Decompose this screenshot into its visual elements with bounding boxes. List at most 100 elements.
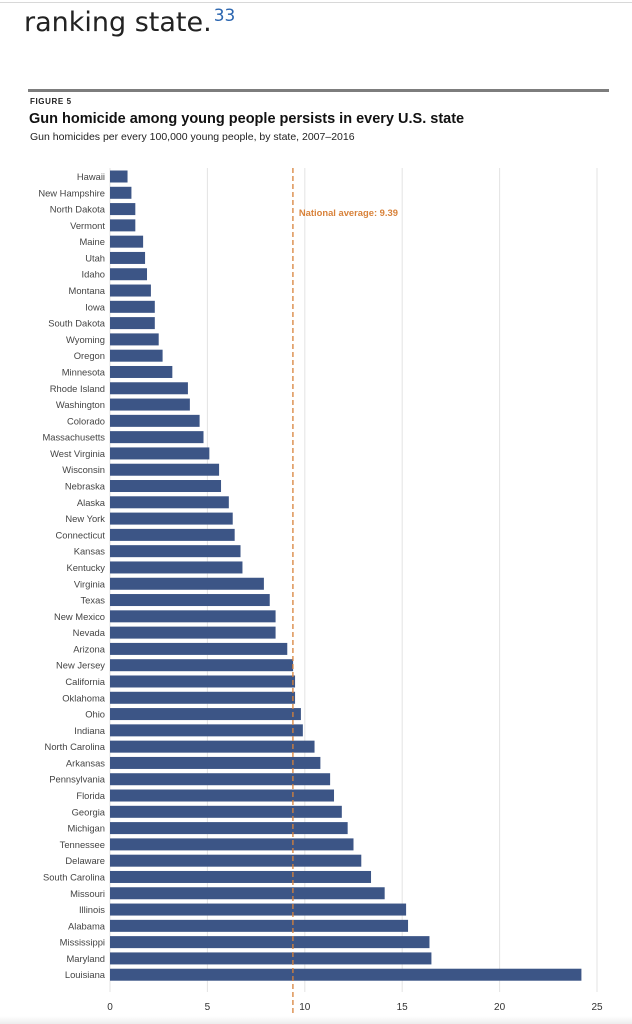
bar xyxy=(110,724,303,737)
category-label: Arkansas xyxy=(66,757,105,768)
bar xyxy=(110,186,132,199)
figure-label: FIGURE 5 xyxy=(30,97,72,106)
category-label: Connecticut xyxy=(55,529,105,540)
bar xyxy=(110,577,264,590)
category-label: Colorado xyxy=(67,415,105,426)
category-label: Arizona xyxy=(73,643,106,654)
bar xyxy=(110,333,159,346)
category-label: Alaska xyxy=(77,497,106,508)
national-average-label: National average: 9.39 xyxy=(299,207,398,218)
intro-sentence: ranking state. xyxy=(24,7,212,38)
bar xyxy=(110,431,204,444)
category-label: Illinois xyxy=(79,904,105,915)
category-label: Tennessee xyxy=(60,839,105,850)
bar xyxy=(110,903,407,916)
bar xyxy=(110,968,582,981)
category-label: New York xyxy=(65,513,105,524)
category-label: Missouri xyxy=(70,888,105,899)
category-label: Wisconsin xyxy=(62,464,105,475)
bar xyxy=(110,382,188,395)
bar xyxy=(110,365,173,378)
x-tick-label: 15 xyxy=(397,1002,409,1013)
category-label: Nevada xyxy=(73,627,106,638)
bar xyxy=(110,268,148,281)
bar xyxy=(110,659,294,672)
figure-title: Gun homicide among young people persists… xyxy=(29,111,465,127)
bar xyxy=(110,952,432,965)
bar xyxy=(110,300,155,313)
bar xyxy=(110,822,348,835)
bar xyxy=(110,447,210,460)
category-label: Pennsylvania xyxy=(49,774,106,785)
bar xyxy=(110,936,430,949)
bar xyxy=(110,284,151,297)
bar xyxy=(110,545,241,558)
figure-subtitle: Gun homicides per every 100,000 young pe… xyxy=(30,131,355,143)
category-label: West Virginia xyxy=(50,448,106,459)
bar xyxy=(110,561,243,574)
category-label: California xyxy=(65,676,105,687)
category-label: Kentucky xyxy=(66,562,105,573)
bar xyxy=(110,349,163,362)
category-label: Iowa xyxy=(85,301,106,312)
category-label: Montana xyxy=(69,285,106,296)
category-label: New Jersey xyxy=(56,660,105,671)
bar xyxy=(110,610,276,623)
category-label: Vermont xyxy=(70,220,105,231)
bar xyxy=(110,805,342,818)
bar xyxy=(110,789,335,802)
x-tick-label: 25 xyxy=(591,1002,603,1013)
bar xyxy=(110,480,222,493)
grid-lines xyxy=(109,168,598,992)
category-label: Georgia xyxy=(72,806,106,817)
bar xyxy=(110,642,288,655)
bar xyxy=(110,854,362,867)
category-label: Louisiana xyxy=(65,969,106,980)
category-label: North Dakota xyxy=(50,204,106,215)
category-label: Washington xyxy=(56,399,105,410)
bar xyxy=(110,463,220,476)
category-label: Alabama xyxy=(68,920,106,931)
category-label: Indiana xyxy=(74,725,106,736)
bar xyxy=(110,317,155,330)
footnote-link[interactable]: 33 xyxy=(213,6,236,26)
bar xyxy=(110,235,144,248)
bar xyxy=(110,512,233,525)
bar xyxy=(110,528,235,541)
category-label: Texas xyxy=(81,595,106,606)
category-label: Virginia xyxy=(74,578,106,589)
category-label: South Carolina xyxy=(43,871,106,882)
category-label: Rhode Island xyxy=(50,383,105,394)
category-label: Minnesota xyxy=(62,366,106,377)
bar xyxy=(110,203,136,216)
x-tick-label: 5 xyxy=(205,1002,211,1013)
category-label: Wyoming xyxy=(66,334,105,345)
bar xyxy=(110,594,270,607)
category-label: Mississippi xyxy=(60,937,105,948)
category-label: Oklahoma xyxy=(62,692,106,703)
bar xyxy=(110,251,146,264)
bars xyxy=(110,170,582,981)
category-label: Florida xyxy=(76,790,105,801)
x-tick-label: 20 xyxy=(494,1002,506,1013)
category-label: South Dakota xyxy=(48,318,106,329)
bottom-edge xyxy=(0,1016,632,1024)
category-label: Massachusetts xyxy=(42,432,105,443)
category-label: Utah xyxy=(85,252,105,263)
bar xyxy=(110,773,331,786)
category-label: Delaware xyxy=(65,855,105,866)
figure-divider xyxy=(28,89,609,92)
bar xyxy=(110,170,128,183)
category-label: Oregon xyxy=(74,350,105,361)
bar xyxy=(110,740,315,753)
bar xyxy=(110,414,200,427)
bar xyxy=(110,870,372,883)
category-label: Maryland xyxy=(66,953,105,964)
category-label: Kansas xyxy=(74,546,106,557)
state-labels: Hawaii New Hampshire North Dakota Vermont Ma… xyxy=(38,171,105,980)
bar xyxy=(110,398,190,411)
category-label: Nebraska xyxy=(65,481,106,492)
bar xyxy=(110,708,301,721)
category-label: New Hampshire xyxy=(38,187,105,198)
